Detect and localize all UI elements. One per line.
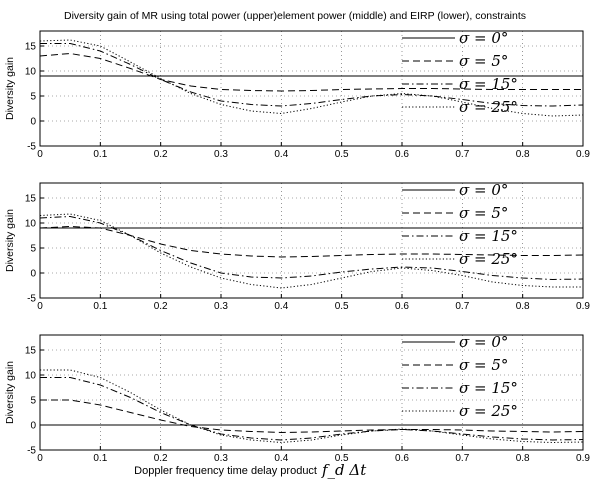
y-tick-label: 0: [30, 269, 36, 280]
y-tick-label: 15: [25, 42, 37, 53]
series-line-dotted: [39, 213, 583, 289]
y-tick-label: 0: [30, 117, 36, 128]
x-tick-label: 0.3: [214, 453, 228, 464]
x-tick-label: 0.5: [335, 453, 349, 464]
x-tick-label: 0.5: [335, 301, 349, 312]
legend-label: σ = 15°: [459, 227, 518, 245]
x-tick-label: 0.4: [274, 149, 288, 160]
legend-label: σ = 25°: [459, 250, 518, 268]
legend-label: σ = 25°: [459, 402, 518, 420]
y-tick-label: 5: [30, 244, 36, 255]
x-tick-label: 0.7: [455, 149, 469, 160]
x-tick-label: 0.1: [93, 453, 107, 464]
y-tick-label: 10: [25, 219, 37, 230]
figure-title: Diversity gain of MR using total power (…: [64, 10, 526, 22]
x-tick-label: 0.9: [576, 149, 590, 160]
x-tick-label: 0.9: [576, 301, 590, 312]
series-line-dashdot: [40, 377, 584, 441]
x-tick-label: 0.8: [516, 149, 530, 160]
legend-label: σ = 0°: [459, 181, 508, 199]
x-tick-label: 0.1: [93, 149, 107, 160]
x-tick-label: 0.6: [395, 149, 409, 160]
x-tick-label: 0: [37, 453, 43, 464]
y-tick-label: 10: [25, 67, 37, 78]
x-tick-label: 0.3: [214, 149, 228, 160]
legend-label: σ = 5°: [459, 204, 508, 222]
legend-label: σ = 0°: [459, 333, 508, 351]
series-line-dotted: [40, 369, 584, 444]
x-tick-label: 0.2: [154, 149, 168, 160]
x-tick-label: 0.7: [455, 453, 469, 464]
y-tick-label: -5: [27, 446, 36, 457]
legend-label: σ = 15°: [459, 379, 518, 397]
x-tick-label: 0.3: [214, 301, 228, 312]
legend-label: σ = 15°: [459, 75, 518, 93]
y-axis-label: Diversity gain: [4, 57, 16, 120]
x-tick-label: 0.8: [516, 301, 530, 312]
chart-panel-upper: σ = 0° σ = 5° σ = 15° σ = 25° 0 0.1 0.2 0.3 0.4 0…: [4, 29, 590, 160]
chart-panel-lower: σ = 0° σ = 5° σ = 15° σ = 25° 0 0.1 0.2 0.3 0.4 0…: [4, 333, 590, 464]
x-tick-label: 0.8: [516, 453, 530, 464]
y-tick-label: 15: [25, 194, 37, 205]
x-tick-label: 0.2: [154, 453, 168, 464]
x-tick-label: 0.9: [576, 453, 590, 464]
legend-label: σ = 25°: [459, 98, 518, 116]
x-tick-label: 0: [37, 301, 43, 312]
x-tick-label: 0.1: [93, 301, 107, 312]
x-tick-label: 0.7: [455, 301, 469, 312]
x-axis-label: Doppler frequency time delay product: [134, 465, 317, 477]
y-tick-label: 15: [25, 346, 37, 357]
y-tick-label: 5: [30, 396, 36, 407]
panels: σ = 0° σ = 5° σ = 15° σ = 25° 0 0.1 0.2 0.3 0.4 0…: [4, 29, 590, 464]
y-tick-label: 5: [30, 92, 36, 103]
chart-panel-middle: σ = 0° σ = 5° σ = 15° σ = 25° 0 0.1 0.2 0.3 0.4 0…: [4, 181, 590, 312]
plot-frame: [39, 30, 584, 147]
plot-frame: [39, 182, 584, 299]
x-tick-label: 0: [37, 149, 43, 160]
legend-label: σ = 5°: [459, 52, 508, 70]
legend-label: σ = 0°: [459, 29, 508, 47]
x-tick-label: 0.6: [395, 301, 409, 312]
series-line-dashed: [39, 52, 583, 92]
x-tick-label: 0.5: [335, 149, 349, 160]
series-line-dashdot: [40, 43, 584, 107]
x-tick-label: 0.4: [274, 301, 288, 312]
series-line-dashdot: [39, 215, 584, 281]
legend-label: σ = 5°: [459, 356, 508, 374]
x-axis-math-label: f_d Δt: [321, 461, 367, 479]
x-tick-label: 0.4: [274, 453, 288, 464]
x-tick-label: 0.6: [395, 453, 409, 464]
plot-frame: [39, 334, 584, 451]
x-tick-label: 0.2: [154, 301, 168, 312]
y-tick-label: -5: [27, 142, 36, 153]
y-tick-label: 10: [25, 371, 37, 382]
y-tick-label: 0: [30, 421, 36, 432]
series-line-dashed: [40, 399, 584, 434]
y-axis-label: Diversity gain: [4, 209, 16, 272]
y-axis-label: Diversity gain: [4, 361, 16, 424]
y-tick-label: -5: [27, 294, 36, 305]
